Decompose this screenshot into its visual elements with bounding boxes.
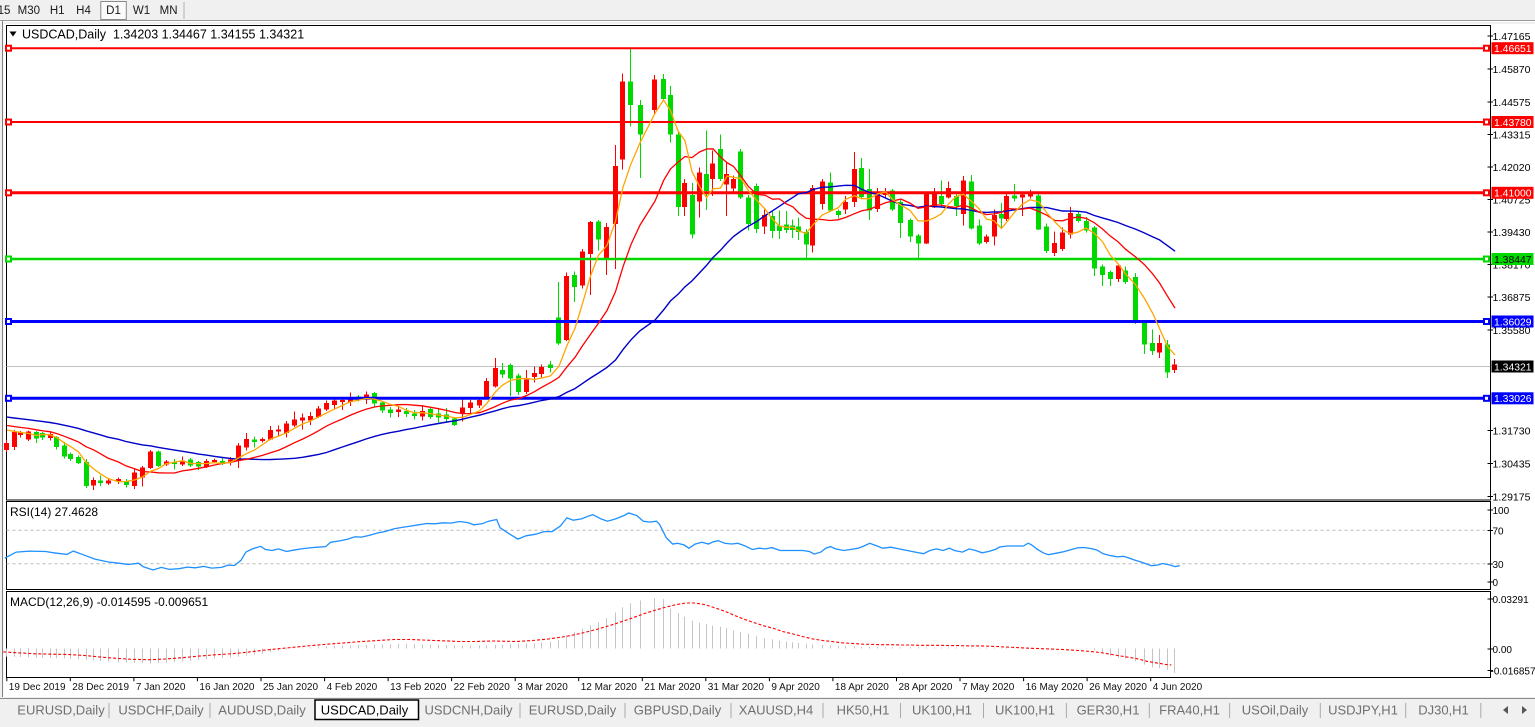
- svg-text:16 May 2020: 16 May 2020: [1026, 682, 1084, 693]
- svg-text:100: 100: [1493, 506, 1510, 517]
- svg-text:USDCAD,Daily 1.34203 1.34467: USDCAD,Daily 1.34203 1.34467 1.34155 1.3…: [22, 28, 304, 42]
- svg-text:31 Mar 2020: 31 Mar 2020: [708, 682, 765, 693]
- svg-text:0.00: 0.00: [1493, 645, 1513, 656]
- svg-text:7 May 2020: 7 May 2020: [962, 682, 1015, 693]
- svg-text:1.46651: 1.46651: [1494, 44, 1532, 55]
- svg-text:UK100,H1: UK100,H1: [995, 703, 1055, 718]
- svg-text:USDCHF,Daily: USDCHF,Daily: [118, 703, 204, 718]
- svg-text:UK100,H1: UK100,H1: [912, 703, 972, 718]
- svg-text:GBPUSD,Daily: GBPUSD,Daily: [634, 703, 722, 718]
- svg-text:1.39430: 1.39430: [1493, 227, 1531, 239]
- svg-text:USDJPY,H1: USDJPY,H1: [1328, 703, 1398, 718]
- svg-text:USDCNH,Daily: USDCNH,Daily: [424, 703, 513, 718]
- svg-text:18 Apr 2020: 18 Apr 2020: [835, 682, 889, 693]
- svg-text:AUDUSD,Daily: AUDUSD,Daily: [218, 703, 306, 718]
- svg-text:FRA40,H1: FRA40,H1: [1159, 703, 1220, 718]
- svg-text:EURUSD,Daily: EURUSD,Daily: [17, 703, 105, 718]
- svg-text:0: 0: [1493, 578, 1499, 589]
- svg-text:9 Apr 2020: 9 Apr 2020: [771, 682, 820, 693]
- svg-text:15: 15: [0, 5, 10, 17]
- svg-text:30: 30: [1493, 560, 1505, 571]
- svg-text:1.45870: 1.45870: [1493, 64, 1531, 76]
- svg-text:RSI(14) 27.4628: RSI(14) 27.4628: [10, 505, 98, 519]
- svg-text:1.31730: 1.31730: [1493, 425, 1531, 437]
- svg-text:-0.016857: -0.016857: [1491, 666, 1535, 677]
- svg-text:1.36029: 1.36029: [1494, 317, 1532, 328]
- svg-text:W1: W1: [133, 5, 150, 17]
- svg-text:26 May 2020: 26 May 2020: [1089, 682, 1147, 693]
- svg-text:USDCAD,Daily: USDCAD,Daily: [321, 703, 409, 718]
- svg-text:1.33026: 1.33026: [1494, 394, 1532, 405]
- svg-text:7 Jan 2020: 7 Jan 2020: [136, 682, 186, 693]
- svg-text:HK50,H1: HK50,H1: [837, 703, 890, 718]
- svg-text:1.42020: 1.42020: [1493, 162, 1531, 174]
- svg-text:1.44575: 1.44575: [1493, 97, 1531, 109]
- svg-text:16 Jan 2020: 16 Jan 2020: [199, 682, 254, 693]
- svg-text:1.47165: 1.47165: [1493, 31, 1531, 43]
- svg-text:3 Mar 2020: 3 Mar 2020: [517, 682, 568, 693]
- svg-text:H1: H1: [50, 5, 65, 17]
- svg-text:70: 70: [1493, 526, 1505, 537]
- svg-text:1.43315: 1.43315: [1493, 129, 1531, 141]
- svg-text:28 Apr 2020: 28 Apr 2020: [899, 682, 953, 693]
- svg-text:H4: H4: [76, 5, 91, 17]
- svg-text:19 Dec 2019: 19 Dec 2019: [9, 682, 66, 693]
- svg-text:21 Mar 2020: 21 Mar 2020: [644, 682, 701, 693]
- svg-text:1.29175: 1.29175: [1493, 491, 1531, 503]
- svg-text:13 Feb 2020: 13 Feb 2020: [390, 682, 447, 693]
- svg-text:MACD(12,26,9) -0.014595 -0.009: MACD(12,26,9) -0.014595 -0.009651: [10, 595, 208, 609]
- svg-text:XAUUSD,H4: XAUUSD,H4: [739, 703, 813, 718]
- svg-text:GER30,H1: GER30,H1: [1077, 703, 1140, 718]
- svg-text:0.03291: 0.03291: [1493, 595, 1530, 606]
- svg-text:1.41000: 1.41000: [1494, 189, 1532, 200]
- svg-text:1.36875: 1.36875: [1493, 292, 1531, 304]
- svg-text:1.34321: 1.34321: [1494, 362, 1532, 373]
- svg-text:EURUSD,Daily: EURUSD,Daily: [529, 703, 617, 718]
- svg-text:1.43780: 1.43780: [1494, 118, 1532, 129]
- svg-text:1.38447: 1.38447: [1494, 255, 1532, 266]
- svg-text:M30: M30: [18, 5, 40, 17]
- svg-text:D1: D1: [106, 5, 121, 17]
- svg-text:12 Mar 2020: 12 Mar 2020: [581, 682, 638, 693]
- svg-text:25 Jan 2020: 25 Jan 2020: [263, 682, 318, 693]
- svg-text:4 Feb 2020: 4 Feb 2020: [327, 682, 378, 693]
- svg-text:22 Feb 2020: 22 Feb 2020: [454, 682, 511, 693]
- svg-text:MN: MN: [160, 5, 178, 17]
- svg-text:DJ30,H1: DJ30,H1: [1418, 703, 1469, 718]
- svg-text:28 Dec 2019: 28 Dec 2019: [72, 682, 129, 693]
- svg-text:USOil,Daily: USOil,Daily: [1242, 703, 1309, 718]
- svg-text:1.30435: 1.30435: [1493, 458, 1531, 470]
- svg-text:4 Jun 2020: 4 Jun 2020: [1153, 682, 1203, 693]
